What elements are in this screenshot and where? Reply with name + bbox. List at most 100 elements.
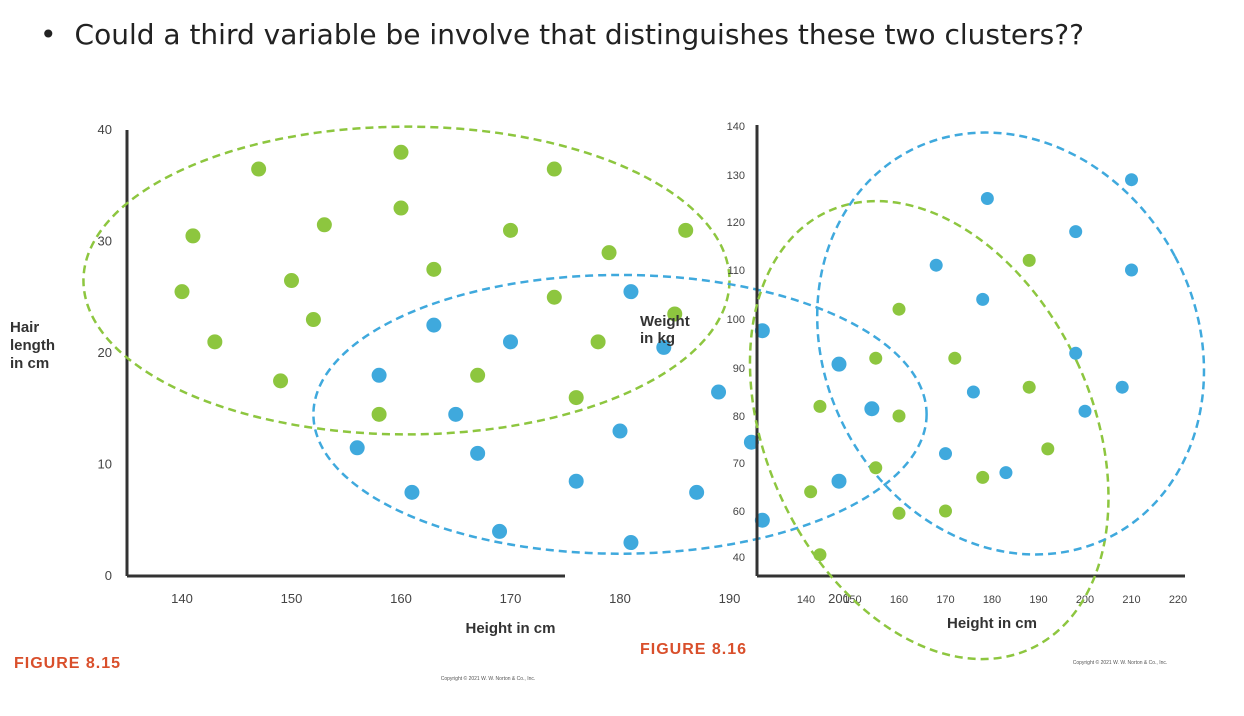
copyright-note: Copyright © 2021 W. W. Norton & Co., Inc… [1073,659,1168,666]
green-data-point [393,200,409,216]
blue-data-point [503,334,518,350]
blue-data-point [929,258,943,272]
green-data-point [948,351,962,365]
y-axis-title: in kg [640,330,675,347]
green-data-point [1022,380,1036,394]
green-data-point [503,222,518,238]
green-data-point [892,302,906,316]
blue-data-point [612,423,628,439]
y-axis-title: length [10,337,55,354]
figure-8-15: 0 10 20 30 40 140 150 160 170 180 190 200 Hairlength… [10,122,928,682]
x-tick-label: 180 [609,591,631,606]
blue-data-point [492,523,508,539]
x-tick-label: 180 [983,594,1001,606]
green-data-point [568,390,584,406]
y-tick-label: 110 [727,265,745,277]
x-tick-label: 140 [171,591,193,606]
y-tick-label: 130 [727,170,745,182]
green-data-point [678,222,694,238]
green-data-point [251,161,267,177]
x-tick-label: 210 [1122,594,1140,606]
green-data-point [1022,253,1036,267]
x-tick-label: 200 [1076,594,1094,606]
green-data-point [601,245,617,261]
blue-data-point [448,406,464,422]
y-axis-title: Weight [640,313,690,330]
green-data-point [976,470,990,484]
y-tick-label: 140 [727,121,745,133]
green-data-point [470,367,486,383]
blue-data-point [349,440,365,456]
y-tick-label: 80 [733,411,745,423]
x-axis-title: Height in cm [947,615,1037,632]
green-data-point [813,399,827,413]
green-data-point [804,485,818,499]
blue-data-point [1078,404,1092,418]
y-axis-title: in cm [10,355,49,372]
green-data-point [305,312,321,328]
blue-data-point [371,367,387,383]
blue-data-point [939,447,952,461]
blue-data-point [623,535,639,551]
green-data-point [869,461,883,475]
blue-data-point [1125,263,1138,277]
green-data-point [590,334,606,350]
y-tick-label: 90 [733,363,745,375]
green-data-point [426,261,442,277]
blue-data-point [980,192,994,205]
green-cluster-ellipse [82,125,731,436]
bullet-text: Could a third variable be involve that d… [74,18,1084,51]
y-tick-label: 10 [98,457,112,472]
blue-data-point [689,484,705,500]
green-data-point [316,217,332,233]
blue-data-point [976,292,990,306]
blue-data-point [1125,173,1138,187]
x-tick-label: 190 [719,591,741,606]
x-tick-label: 140 [797,594,815,606]
bullet-line: • Could a third variable be involve that … [40,18,1084,51]
green-data-point [371,406,387,422]
x-axis-title: Height in cm [465,620,555,637]
figure-label: FIGURE 8.16 [640,641,747,658]
y-tick-label: 70 [733,458,745,470]
blue-cluster-ellipse [815,131,1206,556]
green-data-point [892,506,906,520]
blue-data-point [864,401,880,417]
x-tick-label: 200 [828,591,850,606]
blue-data-point [754,323,770,339]
green-data-point [939,504,952,518]
green-data-point [185,228,201,244]
blue-data-point [470,445,486,461]
blue-data-point [999,466,1013,480]
y-tick-label: 0 [105,568,112,583]
y-axis-title: Hair [10,319,39,336]
green-data-point [813,548,827,562]
blue-data-point [1069,346,1083,360]
y-tick-label: 120 [727,217,745,229]
blue-data-point [966,385,980,399]
green-data-point [546,289,562,305]
y-tick-label: 40 [733,552,745,564]
blue-data-point [1069,225,1083,239]
x-tick-label: 170 [500,591,522,606]
green-data-point [546,161,562,177]
blue-data-point [743,434,759,450]
blue-data-point [711,384,727,400]
y-tick-label: 40 [98,122,112,137]
blue-data-point [426,317,442,333]
green-cluster-ellipse [748,199,1110,661]
y-tick-label: 60 [733,506,745,518]
green-data-point [273,373,289,389]
x-tick-label: 160 [390,591,412,606]
blue-data-point [404,484,420,500]
blue-data-point [831,356,847,372]
blue-data-point [623,284,639,300]
x-tick-label: 170 [936,594,954,606]
copyright-note: Copyright © 2021 W. W. Norton & Co., Inc… [441,675,536,682]
green-data-point [393,144,409,160]
green-data-point [869,351,883,365]
green-data-point [892,409,906,423]
green-data-point [207,334,223,350]
x-tick-label: 150 [281,591,303,606]
